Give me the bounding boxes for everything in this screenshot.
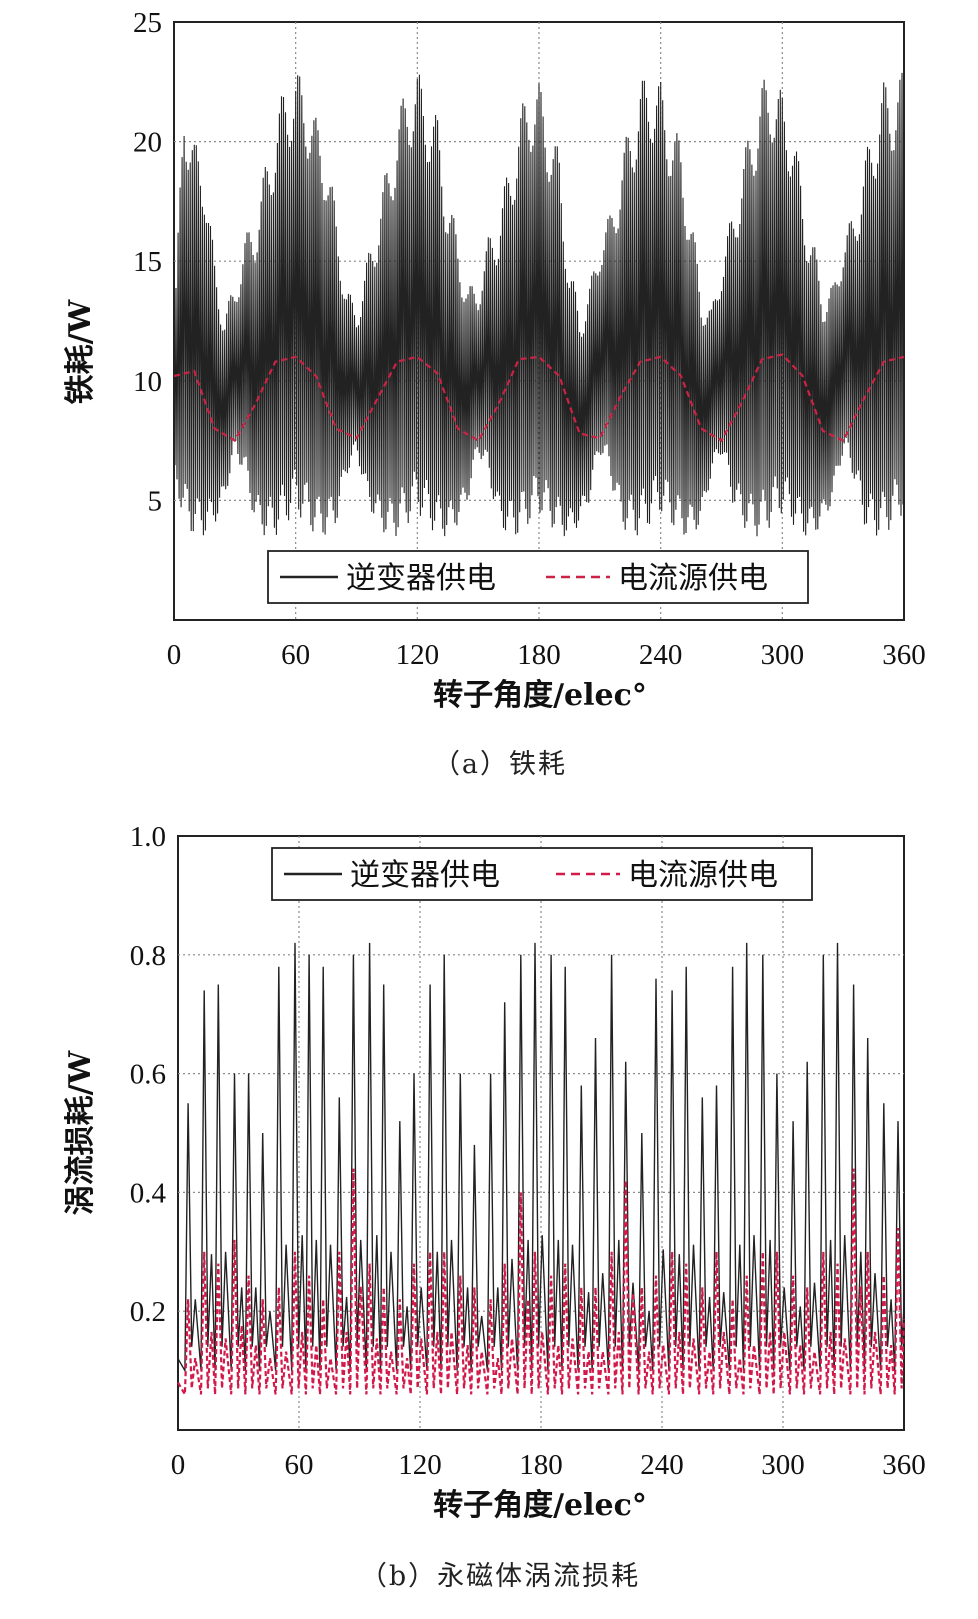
chart-a-ticks: 0 60 120 180 240 300 360 5 10 15 20 25 bbox=[133, 7, 926, 671]
chart-a-xlabel: 转子角度/elec° bbox=[433, 678, 647, 713]
chart-b-ylabel: 涡流损耗/W bbox=[63, 1049, 98, 1215]
chart-a-legend-box bbox=[267, 550, 809, 604]
chart-b-ytick-label-3: 0.8 bbox=[130, 940, 166, 972]
chart-a-series bbox=[173, 72, 905, 537]
chart-a-ylabel: 铁耗/W bbox=[63, 298, 98, 404]
chart-b-xtick-label-6: 360 bbox=[882, 1449, 926, 1481]
chart-b-xtick-label-1: 60 bbox=[285, 1449, 314, 1481]
chart-a-caption: （a）铁耗 bbox=[433, 749, 567, 780]
chart-b-caption: （b）永磁体涡流损耗 bbox=[360, 1561, 640, 1592]
chart-b-ytick-label-0: 0.2 bbox=[130, 1296, 166, 1328]
chart-b-legend-label-inverter: 逆变器供电 bbox=[350, 858, 500, 893]
chart-b-series-current-line bbox=[177, 1168, 906, 1399]
chart-a-xtick-label-5: 300 bbox=[761, 639, 805, 671]
chart-a-legend-label-current: 电流源供电 bbox=[618, 561, 768, 596]
chart-a-ytick-label-1: 10 bbox=[133, 366, 162, 398]
chart-a-xtick-label-6: 360 bbox=[882, 639, 926, 671]
chart-a-xtick-label-3: 180 bbox=[517, 639, 561, 671]
chart-b-series-inverter-line bbox=[177, 942, 905, 1374]
chart-b-legend-label-current: 电流源供电 bbox=[628, 858, 778, 893]
chart-a-series-current-line bbox=[173, 353, 905, 443]
chart-b-ticks: 0 60 120 180 240 300 360 0.2 0.4 0.6 0.8 1.0 bbox=[130, 821, 926, 1481]
chart-b-ytick-label-1: 0.4 bbox=[130, 1177, 167, 1209]
chart-a-xtick-label-0: 0 bbox=[167, 639, 182, 671]
chart-b: 0 60 120 180 240 300 360 0.2 0.4 0.6 0.8 1.0 逆变器供电 … bbox=[63, 821, 926, 1592]
chart-a-xtick-label-1: 60 bbox=[281, 639, 310, 671]
chart-a-xtick-label-2: 120 bbox=[396, 639, 440, 671]
chart-a-ytick-label-3: 20 bbox=[133, 127, 162, 159]
chart-b-xlabel: 转子角度/elec° bbox=[433, 1488, 647, 1523]
chart-a-ytick-label-0: 5 bbox=[148, 485, 163, 517]
chart-b-xtick-label-5: 300 bbox=[761, 1449, 805, 1481]
chart-b-xtick-label-2: 120 bbox=[398, 1449, 442, 1481]
chart-b-ytick-label-2: 0.6 bbox=[130, 1059, 166, 1091]
chart-a-ytick-label-4: 25 bbox=[133, 7, 162, 39]
chart-b-xtick-label-0: 0 bbox=[171, 1449, 186, 1481]
chart-a-xtick-label-4: 240 bbox=[639, 639, 683, 671]
chart-b-xtick-label-3: 180 bbox=[519, 1449, 563, 1481]
chart-b-legend-box bbox=[271, 847, 813, 901]
chart-b-series bbox=[177, 942, 906, 1399]
chart-b-ytick-label-4: 1.0 bbox=[130, 821, 166, 853]
chart-a-legend: 逆变器供电 电流源供电 bbox=[267, 550, 809, 604]
chart-a-ytick-label-2: 15 bbox=[133, 246, 162, 278]
chart-b-xtick-label-4: 240 bbox=[640, 1449, 684, 1481]
chart-b-legend: 逆变器供电 电流源供电 bbox=[271, 847, 813, 901]
chart-a-series-inverter-line bbox=[173, 72, 905, 537]
chart-a-legend-label-inverter: 逆变器供电 bbox=[346, 561, 496, 596]
